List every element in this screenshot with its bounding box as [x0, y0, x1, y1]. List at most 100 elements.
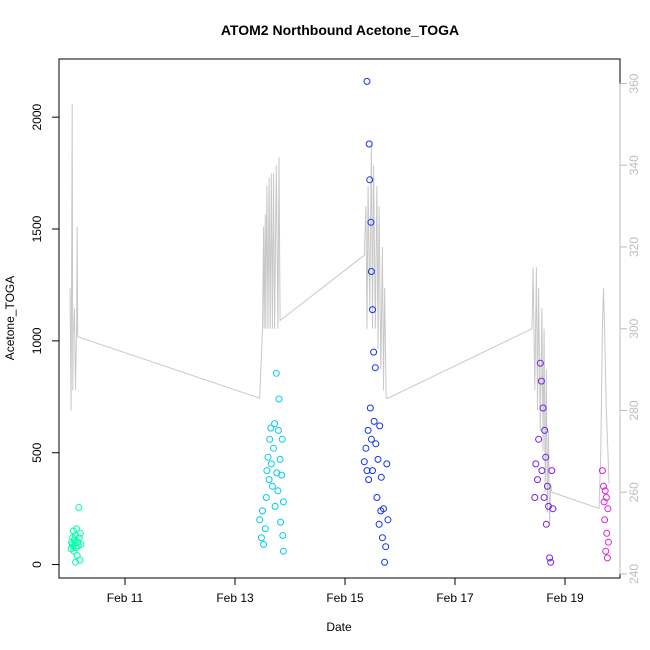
- data-point: [604, 538, 612, 546]
- data-point: [267, 460, 275, 468]
- data-point: [279, 532, 287, 539]
- flight-series: [531, 359, 557, 566]
- data-point: [366, 404, 374, 412]
- data-point: [75, 504, 83, 511]
- data-point: [549, 505, 557, 513]
- data-point: [265, 476, 273, 484]
- data-point: [374, 455, 382, 463]
- data-point: [257, 534, 265, 542]
- data-point: [366, 176, 374, 184]
- y-tick-label: 500: [30, 442, 44, 462]
- data-point: [370, 348, 378, 356]
- flight-series: [256, 369, 287, 555]
- data-point: [601, 516, 609, 524]
- y-axis-label: Acetone_TOGA: [3, 276, 17, 361]
- secondary-series: [69, 103, 610, 525]
- data-point: [546, 554, 554, 562]
- data-point: [72, 558, 79, 566]
- data-point: [73, 552, 81, 560]
- y2-tick-label: 240: [627, 564, 641, 584]
- data-point: [600, 482, 607, 490]
- data-point: [264, 453, 272, 461]
- y-tick-label: 2000: [30, 103, 44, 130]
- data-point: [382, 543, 390, 551]
- data-point: [274, 426, 282, 434]
- x-tick-label: Feb 11: [107, 591, 144, 605]
- data-point: [602, 547, 610, 555]
- data-point: [274, 487, 282, 495]
- data-point: [77, 540, 85, 548]
- y2-tick-label: 300: [627, 318, 641, 338]
- data-point: [259, 507, 266, 515]
- data-point: [541, 426, 549, 434]
- y2-tick-label: 340: [627, 155, 641, 175]
- data-point: [535, 435, 543, 443]
- data-point: [261, 525, 269, 533]
- data-point: [601, 487, 609, 495]
- data-point: [267, 424, 275, 432]
- data-point: [542, 520, 550, 528]
- data-point: [383, 460, 391, 468]
- data-point: [548, 467, 556, 475]
- data-point: [73, 525, 81, 533]
- data-point: [364, 426, 372, 434]
- chart-title: ATOM2 Northbound Acetone_TOGA: [221, 22, 459, 38]
- data-point: [262, 494, 270, 501]
- data-point: [598, 467, 606, 475]
- data-point: [371, 364, 379, 372]
- data-point: [369, 467, 376, 475]
- data-point: [362, 444, 370, 452]
- y2-tick-label: 320: [627, 237, 641, 257]
- x-axis: Feb 11 Feb 13 Feb 15 Feb 17 Feb 19: [107, 577, 584, 605]
- data-point: [603, 529, 611, 537]
- y2-tick-label: 260: [627, 482, 641, 502]
- data-point: [271, 502, 279, 510]
- data-point: [76, 556, 84, 564]
- data-point: [365, 476, 373, 484]
- data-point: [540, 494, 548, 501]
- flight-series: [67, 504, 85, 566]
- data-point: [602, 494, 610, 501]
- data-point: [384, 516, 392, 524]
- data-point: [536, 359, 544, 367]
- x-tick-label: Feb 19: [546, 591, 584, 605]
- data-point: [370, 417, 378, 425]
- data-point: [367, 268, 375, 275]
- y-axis: 0 500 1000 1500 2000: [30, 103, 60, 568]
- data-point: [367, 435, 375, 443]
- flight-series: [598, 467, 612, 562]
- data-point: [538, 467, 546, 475]
- y2-axis: 240 260 280 300 320 340 360: [619, 73, 641, 584]
- data-point: [534, 476, 541, 484]
- data-point: [365, 140, 373, 148]
- data-point: [381, 558, 389, 566]
- data-point: [266, 435, 274, 443]
- data-point: [375, 520, 383, 528]
- y2-tick-label: 360: [627, 73, 641, 93]
- data-point: [278, 471, 286, 479]
- y-tick-label: 1000: [30, 327, 44, 354]
- data-point: [369, 306, 376, 314]
- data-point: [279, 498, 287, 506]
- scatter-points: [67, 77, 612, 566]
- data-point: [277, 518, 285, 526]
- data-point: [271, 420, 279, 428]
- x-tick-label: Feb 17: [436, 591, 474, 605]
- flight-series: [360, 77, 392, 566]
- data-point: [600, 498, 608, 506]
- data-point: [278, 435, 286, 443]
- data-point: [279, 547, 287, 555]
- data-point: [268, 482, 276, 490]
- data-point: [275, 395, 283, 403]
- data-point: [380, 505, 387, 513]
- data-point: [372, 440, 380, 448]
- data-point: [270, 444, 277, 452]
- data-point: [373, 494, 381, 501]
- y-tick-label: 1500: [30, 215, 44, 242]
- data-point: [276, 455, 284, 463]
- data-point: [363, 77, 371, 85]
- data-point: [360, 458, 368, 466]
- data-point: [75, 534, 83, 542]
- data-point: [377, 473, 385, 481]
